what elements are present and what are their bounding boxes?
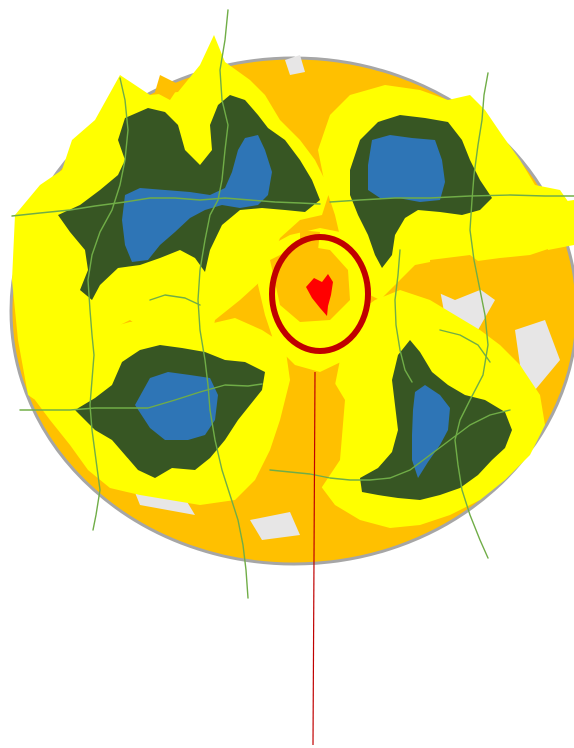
orange-opening [292,375,345,490]
water-body-bottom-right [412,385,450,478]
boundary-line [439,329,491,363]
boundary-line [454,72,489,559]
red-circle-marker-icon [269,234,371,354]
water-body-top-right [368,135,445,202]
boundary-line [87,77,129,531]
water-bodies [122,135,450,478]
water-body-top-left [122,135,272,262]
buffer-zone-right-edge [540,200,574,250]
boundary-line [19,383,263,411]
boundary-lines [11,9,574,599]
orange-opening [155,75,180,100]
target-marker [269,234,371,354]
target-patch [306,274,333,316]
pointer-line [312,371,316,746]
boundary-line [269,409,511,481]
gap-patch [250,512,300,540]
boundary-line [209,409,249,599]
water-body-bottom-left [135,372,218,440]
gap-patch [515,320,560,390]
boundary-line [329,194,574,203]
boundary-line [11,197,321,217]
boundary-line [394,249,413,383]
boundary-line [197,9,229,411]
boundary-line [149,294,201,306]
gap-patch [285,55,305,75]
